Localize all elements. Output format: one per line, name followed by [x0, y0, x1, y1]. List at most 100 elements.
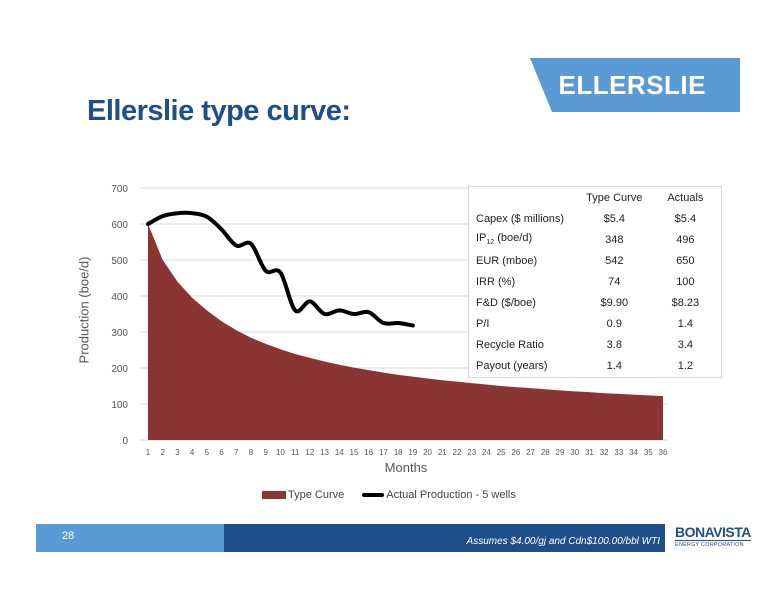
stats-cell: $9.90	[600, 296, 629, 309]
stats-col-type-curve: Type Curve	[586, 191, 643, 204]
stats-cell: 74	[608, 275, 621, 288]
stats-row-label: F&D ($/boe)	[476, 296, 536, 309]
x-tick-label: 20	[423, 448, 432, 457]
stats-cell: $5.4	[603, 212, 625, 225]
legend-label-actual-production: Actual Production - 5 wells	[386, 489, 516, 501]
legend-label-type-curve: Type Curve	[288, 489, 345, 501]
stats-cell: 1.4	[677, 317, 694, 330]
footer-bar	[224, 524, 665, 552]
page-title: Ellerslie type curve:	[87, 95, 351, 127]
x-tick-labels: 1 2 3 4 5 6 7 8 9 10 11 12 13 14 15 16 17 18 19 20 21 22 23 24 2…	[146, 448, 668, 457]
stats-row: P/I 0.9 1.4	[469, 313, 721, 334]
stats-cell: $5.4	[674, 212, 697, 225]
x-tick-label: 3	[175, 448, 180, 457]
x-tick-label: 26	[511, 448, 520, 457]
legend-swatch-type-curve	[262, 491, 286, 499]
x-tick-label: 35	[644, 448, 653, 457]
x-tick-label: 30	[570, 448, 579, 457]
stats-row-label: IRR (%)	[476, 275, 516, 288]
stats-row: IRR (%) 74 100	[469, 271, 721, 292]
x-tick-label: 9	[263, 448, 268, 457]
logo-wordmark: BONAVISTA	[675, 524, 751, 540]
footer-left-bar	[36, 524, 228, 552]
ip-label-suffix: (boe/d)	[494, 232, 533, 245]
footnote: Assumes $4.00/gj and Cdn$100.00/bbl WTI	[466, 536, 660, 547]
legend-swatch-actual-production	[362, 493, 385, 497]
x-tick-label: 8	[249, 448, 254, 457]
x-tick-label: 29	[556, 448, 565, 457]
stats-cell: 0.9	[606, 317, 622, 330]
y-tick-label: 300	[111, 328, 128, 339]
stats-cell: 1.4	[606, 359, 622, 372]
stats-row: Payout (years) 1.4 1.2	[469, 355, 721, 376]
x-tick-label: 17	[379, 448, 388, 457]
stats-cell: 1.2	[677, 359, 694, 372]
stats-row-label: IP12 (boe/d)	[469, 229, 579, 250]
y-tick-labels: 0 100 200 300 400 500 600 700	[111, 184, 128, 447]
y-tick-label: 700	[111, 184, 128, 195]
x-tick-label: 27	[526, 448, 535, 457]
chart-series	[146, 210, 663, 440]
y-tick-label: 100	[111, 400, 128, 411]
x-tick-label: 32	[600, 448, 609, 457]
y-tick-label: 0	[122, 436, 128, 447]
x-tick-label: 10	[276, 448, 285, 457]
ip-label-subscript: 12	[486, 239, 495, 247]
banner-label: ELLERSLIE	[558, 70, 706, 100]
actual-production-line	[146, 210, 415, 328]
stats-row-label: Recycle Ratio	[476, 338, 544, 351]
stats-row-label: Capex ($ millions)	[476, 212, 565, 225]
x-tick-label: 16	[364, 448, 373, 457]
x-tick-label: 15	[350, 448, 359, 457]
stats-cell: 650	[676, 254, 695, 267]
stats-row-label: EUR (mboe)	[476, 254, 538, 267]
stats-cell: 3.8	[606, 338, 622, 351]
logo-subtitle: ENERGY CORPORATION	[675, 540, 751, 549]
stats-header-blank	[469, 187, 579, 208]
x-tick-label: 33	[614, 448, 623, 457]
x-tick-label: 6	[219, 448, 224, 457]
page-number: 28	[62, 530, 75, 542]
x-tick-label: 34	[629, 448, 638, 457]
x-tick-label: 7	[234, 448, 239, 457]
x-tick-label: 12	[305, 448, 314, 457]
x-tick-label: 36	[659, 448, 668, 457]
stats-table: Type Curve Actuals Capex ($ millions) $5…	[468, 186, 722, 378]
stats-row-label: Payout (years)	[476, 359, 548, 372]
stats-cell: 100	[676, 275, 695, 288]
y-tick-label: 200	[111, 364, 128, 375]
stats-cell: 3.4	[677, 338, 694, 351]
x-tick-label: 19	[408, 448, 417, 457]
y-tick-label: 400	[111, 292, 128, 303]
x-tick-label: 2	[160, 448, 165, 457]
x-tick-label: 13	[320, 448, 329, 457]
banner-shape	[530, 58, 740, 112]
x-tick-label: 5	[205, 448, 210, 457]
stats-row: Capex ($ millions) $5.4 $5.4	[469, 208, 721, 229]
x-tick-label: 1	[146, 448, 151, 457]
type-curve-area	[148, 224, 663, 440]
x-axis-label: Months	[384, 460, 428, 475]
stats-header-row: Type Curve Actuals	[469, 187, 721, 208]
x-tick-label: 23	[467, 448, 476, 457]
stats-cell: 542	[605, 254, 624, 267]
stats-row-label: P/I	[476, 317, 490, 330]
x-tick-label: 18	[394, 448, 403, 457]
x-tick-label: 25	[497, 448, 506, 457]
x-tick-label: 28	[541, 448, 550, 457]
x-tick-label: 22	[453, 448, 462, 457]
x-tick-label: 31	[585, 448, 594, 457]
stats-row: F&D ($/boe) $9.90 $8.23	[469, 292, 721, 313]
y-tick-label: 600	[111, 220, 128, 231]
chart-legend: Type Curve Actual Production - 5 wells	[262, 489, 516, 501]
x-tick-label: 11	[291, 448, 300, 457]
stats-row: Recycle Ratio 3.8 3.4	[469, 334, 721, 355]
stats-cell: $8.23	[671, 296, 700, 309]
y-axis-label: Production (boe/d)	[76, 256, 92, 364]
stats-cell: 348	[605, 233, 624, 246]
x-tick-label: 14	[335, 448, 344, 457]
x-tick-label: 24	[482, 448, 491, 457]
y-tick-label: 500	[111, 256, 128, 267]
stats-col-actuals: Actuals	[667, 191, 704, 204]
x-tick-label: 4	[190, 448, 195, 457]
